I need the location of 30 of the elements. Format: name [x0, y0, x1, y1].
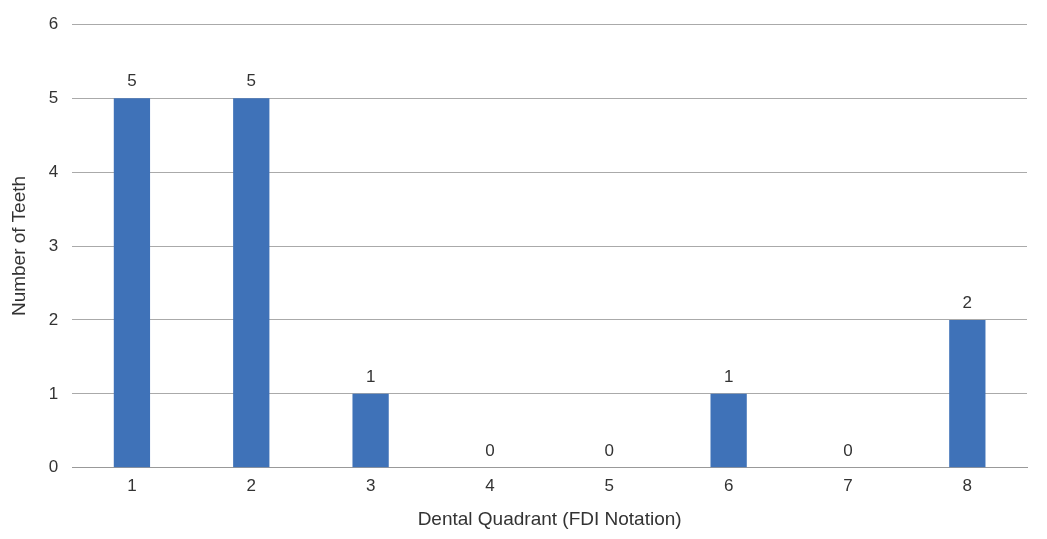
x-tick-label: 4 [485, 475, 495, 495]
bar [113, 98, 151, 468]
x-tick-label: 8 [962, 475, 973, 495]
y-tick-label: 5 [48, 87, 59, 107]
data-label: 2 [962, 293, 973, 313]
data-label: 5 [246, 71, 256, 91]
y-axis-title: Number of Teeth [7, 175, 29, 317]
x-tick-label: 7 [843, 475, 853, 495]
x-axis-title: Dental Quadrant (FDI Notation) [417, 507, 682, 529]
y-tick-label: 4 [48, 161, 59, 181]
x-tick-label: 3 [365, 475, 376, 495]
data-label: 5 [127, 71, 137, 91]
bar [352, 393, 389, 468]
y-tick-label: 1 [48, 383, 59, 403]
x-tick-label: 6 [723, 475, 734, 495]
y-tick-label: 2 [48, 309, 59, 329]
x-tick-label: 2 [246, 475, 256, 495]
data-label: 0 [485, 440, 495, 460]
data-label: 0 [604, 440, 615, 460]
data-label: 0 [843, 440, 853, 460]
bar [233, 98, 270, 468]
bar [949, 319, 986, 468]
y-tick-label: 0 [48, 457, 59, 477]
bar [710, 393, 747, 468]
x-tick-label: 5 [604, 475, 615, 495]
data-label: 1 [365, 367, 376, 387]
y-tick-label: 3 [48, 235, 59, 255]
y-tick-label: 6 [48, 13, 59, 33]
x-tick-label: 1 [127, 475, 137, 495]
data-label: 1 [723, 367, 734, 387]
